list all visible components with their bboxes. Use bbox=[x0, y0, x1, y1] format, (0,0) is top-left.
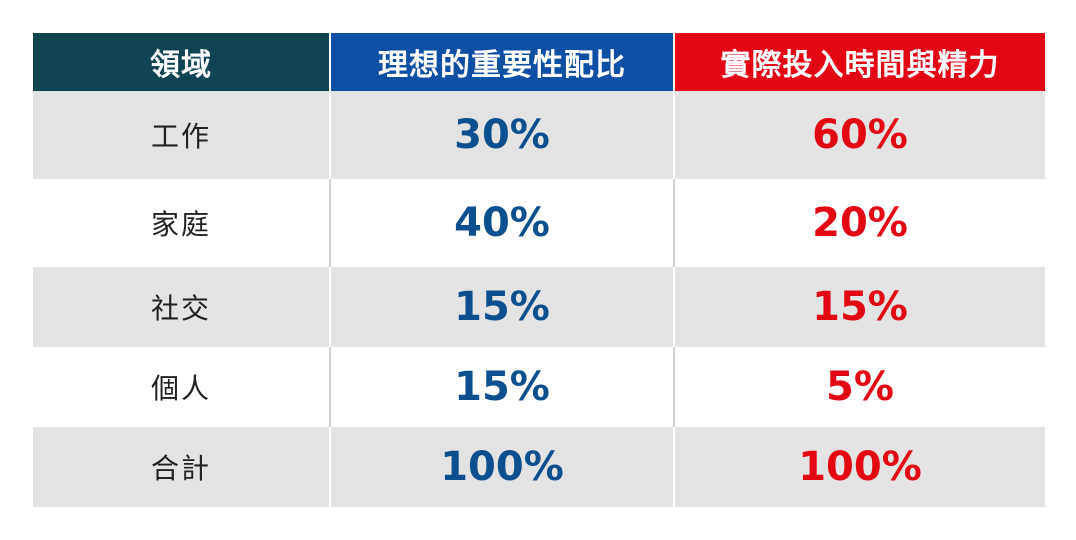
row-domain-label: 合計 bbox=[33, 427, 329, 507]
header-actual-investment: 實際投入時間與精力 bbox=[673, 33, 1045, 91]
row-actual-value: 100% bbox=[673, 427, 1045, 507]
table-row: 家庭 40% 20% bbox=[33, 179, 1045, 267]
row-ideal-value: 30% bbox=[329, 91, 673, 179]
row-ideal-value: 100% bbox=[329, 427, 673, 507]
table-row: 社交 15% 15% bbox=[33, 267, 1045, 347]
row-ideal-value: 15% bbox=[329, 347, 673, 427]
table-row: 個人 15% 5% bbox=[33, 347, 1045, 427]
row-ideal-value: 15% bbox=[329, 267, 673, 347]
table-header-row: 領域 理想的重要性配比 實際投入時間與精力 bbox=[33, 33, 1045, 91]
row-actual-value: 15% bbox=[673, 267, 1045, 347]
row-actual-value: 5% bbox=[673, 347, 1045, 427]
comparison-table: 領域 理想的重要性配比 實際投入時間與精力 工作 30% 60% 家庭 40% … bbox=[33, 33, 1045, 507]
row-domain-label: 家庭 bbox=[150, 208, 211, 241]
row-domain-label: 社交 bbox=[33, 267, 329, 347]
table-row-total: 合計 100% 100% bbox=[33, 427, 1045, 507]
header-ideal-ratio: 理想的重要性配比 bbox=[329, 33, 673, 91]
row-ideal-value: 40% bbox=[329, 179, 673, 267]
row-domain-label: 個人 bbox=[150, 372, 211, 405]
row-actual-value: 60% bbox=[673, 91, 1045, 179]
row-domain-label: 工作 bbox=[33, 91, 329, 179]
row-actual-value: 20% bbox=[673, 179, 1045, 267]
table-row: 工作 30% 60% bbox=[33, 91, 1045, 179]
header-domain: 領域 bbox=[33, 33, 329, 91]
